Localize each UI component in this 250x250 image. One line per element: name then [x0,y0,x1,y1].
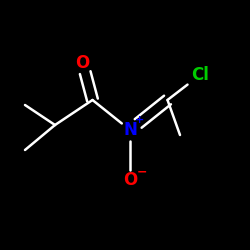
Text: +: + [136,115,144,125]
Text: O: O [123,171,137,189]
Text: Cl: Cl [191,66,209,84]
Text: O: O [76,54,90,72]
Text: N: N [123,121,137,139]
Text: −: − [137,166,147,179]
